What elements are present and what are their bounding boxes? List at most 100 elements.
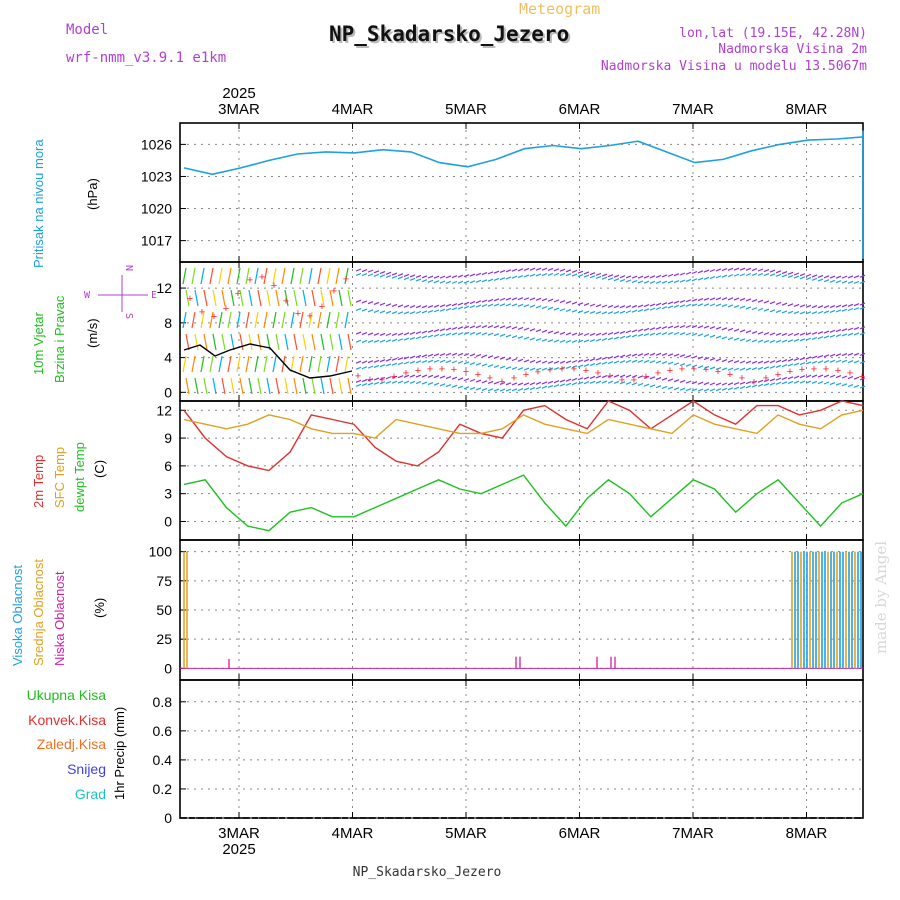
wind-arrow (835, 304, 842, 308)
wind-arrow (631, 329, 638, 333)
wind-arrow (517, 335, 524, 339)
wind-arrow (433, 333, 440, 338)
wind-arrow (445, 352, 452, 356)
compass-west: W (84, 290, 91, 301)
wind-arrow (227, 267, 232, 285)
wind-arrow (637, 328, 644, 332)
wind-arrow (787, 339, 794, 343)
wind-arrow (385, 303, 392, 307)
wind-arrow (619, 374, 626, 378)
wind-arrow (397, 357, 404, 361)
wind-arrow (415, 360, 422, 364)
elevation-label: Nadmorska Visina 2m (718, 42, 867, 57)
wind-arrow (403, 374, 410, 378)
wind-arrow (230, 377, 235, 395)
wind-arrow (565, 382, 572, 386)
wind-arrow (505, 357, 512, 361)
wind-arrow (721, 387, 728, 391)
wind-arrow (239, 377, 244, 395)
wind-arrow (577, 381, 584, 385)
wind-arrow (589, 332, 596, 337)
wind-arrow (745, 267, 752, 271)
wind-arrow (457, 332, 464, 336)
wind-arrow (685, 363, 692, 367)
wind-arrow (745, 298, 752, 302)
wind-arrow (589, 275, 596, 279)
wind-arrow (451, 307, 458, 311)
wind-arrow (805, 374, 812, 378)
wind-arrow (757, 331, 764, 335)
wind-arrow (487, 324, 494, 329)
wind-arrow (311, 377, 316, 395)
wind-arrow (673, 280, 680, 284)
wind-arrow (649, 303, 656, 307)
wind-arrow (817, 374, 824, 378)
wind-arrow (355, 299, 362, 303)
wind-arrow (745, 367, 752, 371)
wind-arrow (571, 332, 578, 336)
wind-arrow (829, 353, 836, 357)
wind-arrow (421, 335, 428, 339)
wind-arrow (667, 280, 674, 284)
panel-frame (179, 539, 864, 681)
wind-gust-marker: + (223, 303, 229, 315)
wind-arrow (403, 273, 410, 277)
wind-gust-marker: + (607, 371, 613, 383)
wind-arrow (703, 269, 710, 273)
wind-arrow (433, 375, 440, 379)
wind-arrow (493, 303, 500, 307)
wind-arrow (823, 381, 830, 385)
wind-arrow (811, 331, 818, 335)
wind-arrow (379, 364, 386, 368)
wind-gust-marker: + (307, 310, 313, 322)
wind-arrow (409, 311, 416, 315)
wind-arrow (275, 377, 280, 395)
wind-arrow (811, 311, 818, 315)
wind-arrow (739, 367, 746, 371)
wind-arrow (391, 362, 398, 366)
wind-arrow (529, 328, 536, 332)
wind-arrow (643, 304, 650, 308)
wind-arrow (487, 271, 494, 275)
wind-arrow (577, 339, 584, 343)
wind-arrow (841, 304, 848, 308)
wind-arrow (673, 300, 680, 304)
wind-arrow (667, 301, 674, 305)
wind-arrow (427, 374, 434, 378)
wind-arrow (715, 303, 722, 307)
wind-arrow (529, 382, 536, 386)
day-label-top: 3MAR (218, 101, 260, 118)
wind-arrow (715, 366, 722, 371)
wind-arrow (601, 337, 608, 342)
sfc-temp-series-line (183, 409, 864, 439)
wind-arrow (505, 388, 512, 392)
wind-arrow (439, 352, 446, 357)
wind-arrow (739, 329, 746, 333)
wind-arrow (853, 384, 860, 388)
wind-arrow (367, 382, 374, 386)
wind-arrow (433, 280, 440, 284)
wind-arrow (859, 332, 866, 336)
wind-arrow (625, 305, 632, 309)
wind-arrow (248, 333, 253, 351)
wind-arrow (613, 374, 620, 378)
wind-arrow (799, 332, 806, 336)
wind-arrow (817, 331, 824, 335)
wind-arrow (631, 304, 638, 308)
wind-arrow (697, 333, 704, 337)
compass-south: S (123, 313, 134, 319)
wind-arrow (769, 269, 776, 273)
wind-arrow (439, 304, 446, 308)
wind-arrow (829, 275, 836, 279)
wind-arrow (847, 375, 854, 380)
wind-arrow (679, 363, 686, 367)
wind-speed-line (183, 343, 353, 379)
wind-gust-marker: + (235, 288, 241, 300)
wind-arrow (703, 382, 710, 386)
wind-arrow (637, 382, 644, 387)
wind-arrow (853, 376, 860, 380)
wind-tick-label: 8 (164, 315, 172, 331)
wind-arrow (451, 326, 458, 330)
wind-arrow (823, 330, 830, 334)
wind-arrow (239, 333, 244, 351)
